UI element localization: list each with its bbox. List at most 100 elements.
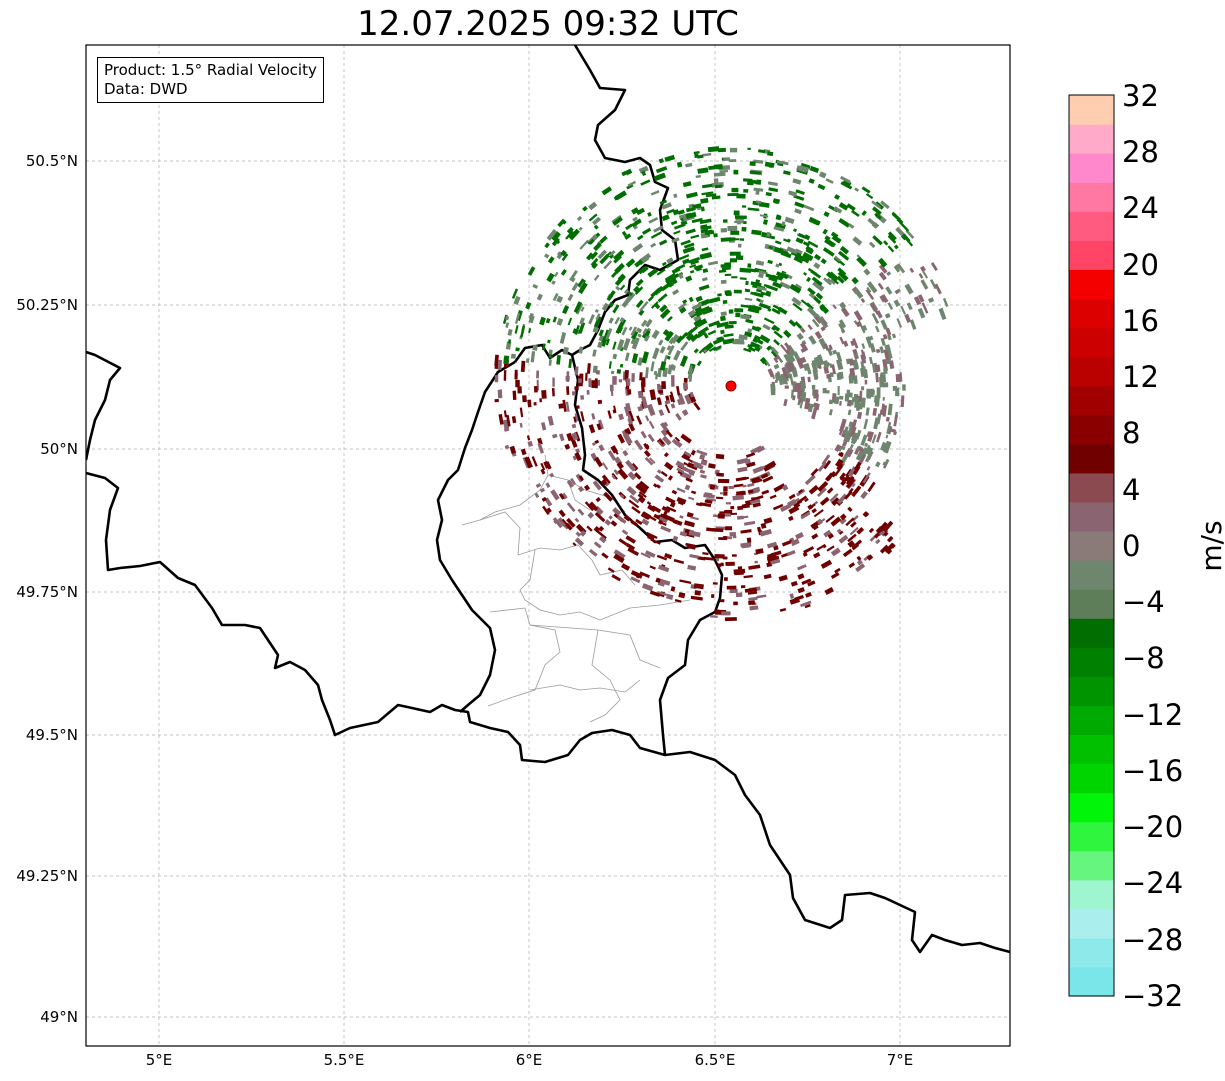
echo-pixel — [580, 395, 585, 400]
gridlines — [86, 45, 1010, 1046]
echo-pixel — [613, 553, 625, 564]
lon-label: 5.5°E — [323, 1051, 365, 1069]
velocity-echoes — [494, 146, 949, 622]
border-belgium-luxembourg-germany — [86, 350, 122, 461]
echo-pixel — [699, 502, 712, 508]
echo-pixel — [760, 522, 767, 529]
echo-pixel — [722, 299, 728, 304]
echo-pixel — [691, 490, 697, 495]
echo-pixel — [755, 260, 765, 266]
echo-pixel — [695, 309, 703, 317]
echo-pixel — [638, 480, 650, 492]
echo-pixel — [699, 469, 706, 474]
echo-pixel — [825, 514, 835, 523]
echo-pixel — [879, 346, 885, 354]
echo-pixel — [666, 345, 672, 351]
echo-pixel — [714, 554, 725, 559]
echo-pixel — [862, 324, 868, 332]
country-borders — [86, 45, 1010, 954]
echo-pixel — [592, 216, 602, 226]
echo-pixel — [593, 242, 602, 252]
echo-pixel — [867, 481, 876, 493]
echo-pixel — [854, 187, 860, 192]
echo-pixel — [717, 563, 722, 568]
echo-pixel — [715, 485, 719, 490]
echo-pixel — [639, 571, 651, 579]
echo-pixel — [702, 183, 713, 189]
echo-pixel — [691, 217, 703, 224]
echo-pixel — [885, 416, 890, 422]
colorbar-segment — [1069, 530, 1114, 561]
echo-pixel — [504, 444, 510, 450]
echo-pixel — [829, 363, 833, 368]
colorbar-tick: 12 — [1122, 360, 1159, 394]
echo-pixel — [642, 327, 648, 335]
echo-pixel — [672, 519, 683, 526]
echo-pixel — [638, 309, 645, 316]
echo-pixel — [594, 511, 606, 523]
echo-pixel — [773, 330, 783, 339]
echo-pixel — [733, 568, 746, 574]
echo-pixel — [700, 228, 709, 234]
echo-pixel — [871, 200, 882, 209]
echo-pixel — [723, 157, 730, 161]
echo-pixel — [839, 451, 844, 457]
echo-pixel — [687, 309, 697, 317]
echo-pixel — [638, 491, 647, 498]
echo-pixel — [807, 287, 816, 296]
echo-pixel — [792, 351, 801, 361]
echo-pixel — [619, 317, 625, 323]
echo-pixel — [576, 405, 580, 409]
echo-pixel — [747, 263, 752, 268]
echo-pixel — [843, 430, 851, 443]
echo-pixel — [558, 403, 564, 409]
colorbar-tick: −32 — [1122, 979, 1184, 1013]
echo-pixel — [643, 334, 651, 342]
echo-pixel — [541, 496, 547, 502]
echo-pixel — [619, 493, 625, 499]
echo-pixel — [577, 508, 585, 516]
echo-pixel — [775, 263, 780, 268]
echo-pixel — [630, 576, 641, 584]
echo-pixel — [545, 482, 551, 488]
echo-pixel — [507, 328, 513, 336]
echo-pixel — [588, 378, 592, 388]
echo-pixel — [743, 520, 756, 526]
colorbar-tick: 32 — [1122, 79, 1159, 113]
lat-label: 49.75°N — [16, 583, 78, 601]
echo-pixel — [673, 230, 681, 235]
echo-pixel — [845, 517, 855, 527]
echo-pixel — [829, 277, 838, 285]
echo-pixel — [519, 422, 523, 428]
echo-pixel — [839, 336, 845, 345]
colorbar-segment — [1069, 763, 1114, 794]
lat-label: 49.25°N — [16, 867, 78, 885]
border-france-belgium-west — [86, 471, 1010, 954]
echo-pixel — [645, 367, 649, 379]
echo-pixel — [824, 587, 834, 595]
echo-pixel — [879, 373, 885, 378]
echo-pixel — [611, 474, 616, 480]
echo-pixel — [588, 548, 598, 557]
echo-pixel — [766, 552, 777, 559]
colorbar-segment — [1069, 182, 1114, 212]
echo-pixel — [628, 326, 633, 331]
echo-pixel — [838, 202, 849, 211]
echo-pixel — [883, 440, 892, 454]
echo-pixel — [514, 312, 521, 325]
echo-pixel — [683, 450, 692, 457]
echo-pixel — [708, 320, 721, 328]
echo-pixel — [659, 308, 671, 319]
echo-pixel — [696, 318, 708, 328]
colorbar-segment — [1069, 95, 1114, 125]
echo-pixel — [810, 468, 819, 477]
echo-pixel — [696, 330, 707, 339]
radar-site-marker — [725, 380, 737, 392]
echo-pixel — [906, 302, 913, 311]
echo-pixel — [674, 599, 682, 603]
echo-pixel — [601, 186, 613, 196]
echo-pixel — [758, 269, 768, 275]
echo-pixel — [725, 561, 735, 566]
echo-pixel — [741, 205, 747, 208]
echo-pixel — [666, 593, 674, 601]
